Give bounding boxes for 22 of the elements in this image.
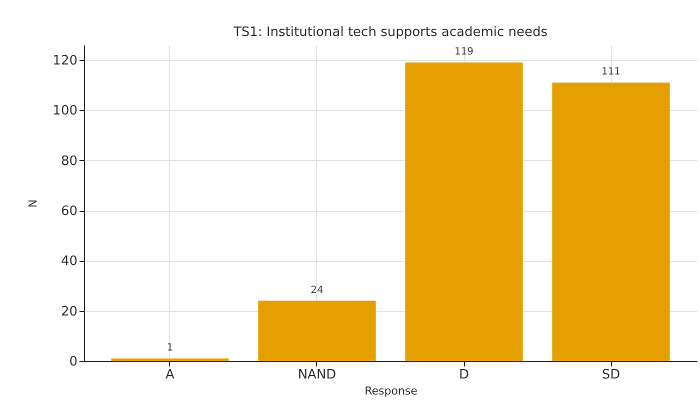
y-axis-title: N bbox=[26, 199, 40, 208]
y-tick-label: 20 bbox=[60, 304, 78, 320]
x-tick-label: D bbox=[458, 368, 470, 382]
x-axis-title: Response bbox=[364, 384, 418, 398]
x-tick-label: NAND bbox=[298, 368, 336, 382]
data-label: 111 bbox=[601, 66, 621, 78]
y-tick-label: 100 bbox=[52, 104, 78, 119]
bar bbox=[111, 358, 229, 361]
x-tick-label: SD bbox=[602, 368, 620, 382]
data-label: 1 bbox=[166, 342, 174, 354]
bar bbox=[258, 300, 376, 361]
y-tick-label: 120 bbox=[52, 54, 78, 69]
y-tick-label: 40 bbox=[60, 254, 78, 270]
data-label: 24 bbox=[310, 284, 324, 296]
y-tick-label: 0 bbox=[69, 354, 78, 370]
bar bbox=[552, 82, 670, 361]
y-tick-label: 60 bbox=[60, 204, 78, 220]
x-tick-label: A bbox=[166, 368, 175, 382]
chart-title: TS1: Institutional tech supports academic needs bbox=[232, 25, 548, 40]
bar bbox=[405, 62, 523, 361]
data-label: 119 bbox=[454, 46, 474, 58]
y-tick-label: 80 bbox=[60, 154, 78, 169]
